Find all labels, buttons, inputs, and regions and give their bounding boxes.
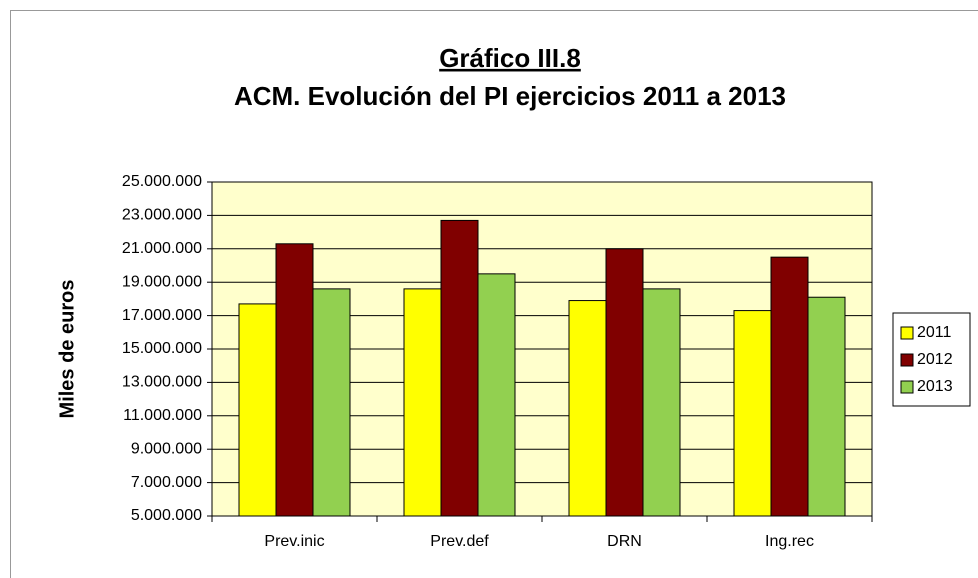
chart-title: Gráfico III.8 <box>439 43 581 73</box>
bar <box>238 303 277 517</box>
bar <box>770 256 809 517</box>
x-tick-label: DRN <box>607 533 642 550</box>
y-tick-label: 21.000.000 <box>122 240 202 257</box>
plot-border <box>211 181 873 517</box>
y-tick-label: 5.000.000 <box>131 507 202 524</box>
y-axis-label: Miles de euros <box>56 280 78 419</box>
legend-swatch <box>900 326 914 340</box>
legend-swatch <box>900 380 914 394</box>
legend-label: 2012 <box>917 351 953 368</box>
bar <box>275 243 314 517</box>
bar <box>605 248 644 517</box>
y-tick-label: 23.000.000 <box>122 207 202 224</box>
bar <box>403 288 442 517</box>
y-tick-label: 9.000.000 <box>131 440 202 457</box>
y-tick-label: 17.000.000 <box>122 307 202 324</box>
bar <box>477 273 516 517</box>
y-tick-label: 11.000.000 <box>123 407 202 424</box>
legend-label: 2013 <box>917 378 953 395</box>
x-tick-label: Ing.rec <box>765 533 814 550</box>
bar <box>642 288 681 517</box>
bar <box>440 219 479 517</box>
x-tick-label: Prev.inic <box>264 533 324 550</box>
y-tick-label: 19.000.000 <box>122 273 202 290</box>
bar <box>807 296 846 517</box>
bar <box>733 310 772 517</box>
bar <box>568 300 607 517</box>
bar <box>312 288 351 517</box>
y-tick-label: 7.000.000 <box>131 474 202 491</box>
legend-swatch <box>900 353 914 367</box>
y-tick-label: 13.000.000 <box>122 374 202 391</box>
y-tick-label: 15.000.000 <box>122 340 202 357</box>
legend-label: 2011 <box>917 324 952 341</box>
x-tick-label: Prev.def <box>430 533 489 550</box>
chart-subtitle: ACM. Evolución del PI ejercicios 2011 a … <box>234 81 786 111</box>
y-tick-label: 25.000.000 <box>122 173 202 190</box>
